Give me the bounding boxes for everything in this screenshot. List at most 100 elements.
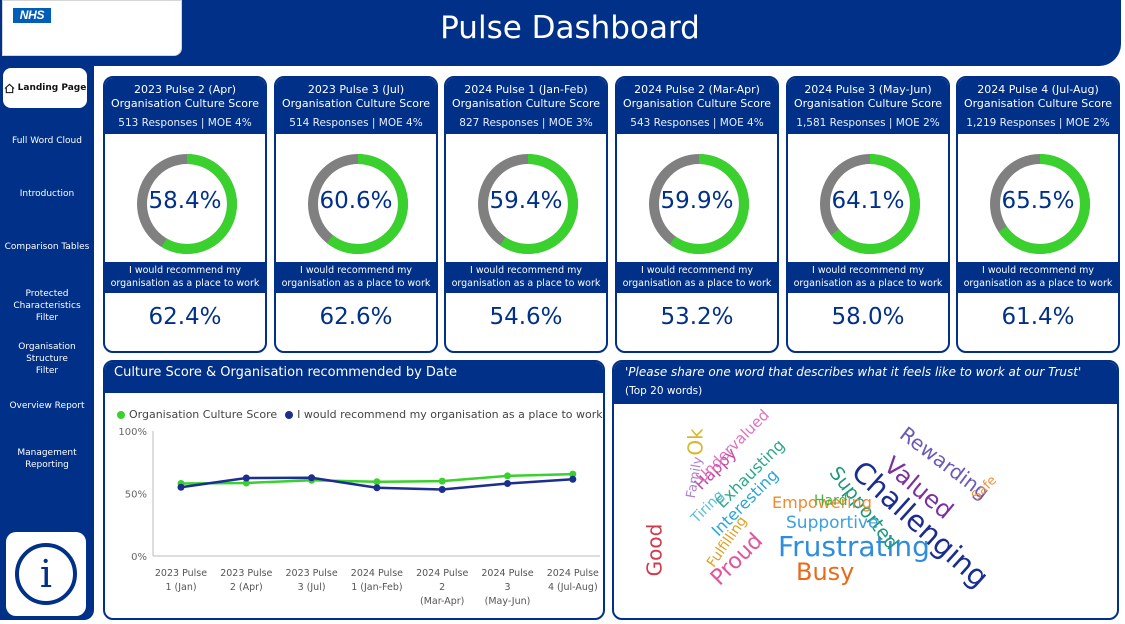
card-subtitle: Organisation Culture Score bbox=[110, 97, 260, 110]
recommend-label: I would recommend my organisation as a p… bbox=[446, 262, 606, 293]
data-point bbox=[242, 474, 250, 482]
culture-score-value: 64.1% bbox=[831, 188, 905, 214]
sidebar-item-introduction[interactable]: Introduction bbox=[19, 189, 75, 199]
card-header: 2024 Pulse 3 (May-Jun) Organisation Cultu… bbox=[788, 78, 948, 134]
sidebar-item-management-reporting[interactable]: Management Reporting bbox=[17, 448, 77, 470]
data-point bbox=[438, 477, 446, 485]
card-title: 2023 Pulse 3 (Jul) bbox=[307, 83, 405, 96]
x-tick-label: 3 (Jul) bbox=[298, 582, 326, 593]
line-chart-title: Culture Score & Organisation recommended… bbox=[105, 362, 603, 393]
x-tick-label: (Mar-Apr) bbox=[420, 596, 464, 607]
x-tick-label: 4 (Jul-Aug) bbox=[548, 582, 598, 593]
card-header: 2023 Pulse 3 (Jul) Organisation Culture S… bbox=[276, 78, 436, 134]
sidebar-item-landing-page[interactable]: Landing Page bbox=[3, 68, 87, 108]
x-tick-label: 1 (Jan-Feb) bbox=[351, 582, 402, 593]
word-cloud-word: Hard bbox=[814, 493, 848, 509]
culture-score-value: 65.5% bbox=[1001, 188, 1075, 214]
culture-score-donut bbox=[649, 154, 749, 254]
kpi-card: 2024 Pulse 3 (May-Jun) Organisation Cultu… bbox=[786, 76, 950, 353]
kpi-card: 2024 Pulse 1 (Jan-Feb) Organisation Cultu… bbox=[444, 76, 608, 353]
recommend-label: I would recommend my organisation as a p… bbox=[105, 262, 265, 293]
data-point bbox=[373, 484, 381, 492]
x-tick-label: 3 bbox=[504, 582, 510, 593]
card-subtitle: Organisation Culture Score bbox=[963, 97, 1113, 110]
culture-score-value: 58.4% bbox=[148, 188, 222, 214]
info-button[interactable]: i bbox=[6, 532, 86, 616]
recommend-value: 62.4% bbox=[148, 304, 222, 330]
sidebar: Landing Page Full Word Cloud Introductio… bbox=[0, 66, 94, 620]
recommend-label: I would recommend my organisation as a p… bbox=[276, 262, 436, 293]
sidebar-item-overview-report[interactable]: Overview Report bbox=[9, 401, 85, 411]
card-header: 2023 Pulse 2 (Apr) Organisation Culture S… bbox=[105, 78, 265, 134]
culture-score-donut bbox=[820, 154, 920, 254]
word-cloud-question: 'Please share one word that describes wh… bbox=[625, 365, 1082, 379]
donut-fill bbox=[478, 154, 578, 254]
sidebar-item-comparison-tables[interactable]: Comparison Tables bbox=[4, 242, 90, 252]
x-tick-label: 2 bbox=[439, 582, 445, 593]
recommend-label: I would recommend my organisation as a p… bbox=[958, 262, 1118, 293]
legend-label-culture: Organisation Culture Score bbox=[129, 408, 278, 421]
x-tick-label: 2023 Pulse bbox=[220, 568, 272, 579]
logo-panel: NHS bbox=[2, 0, 182, 56]
page-title: Pulse Dashboard bbox=[440, 10, 700, 46]
word-cloud-word: Frustrating bbox=[778, 530, 930, 563]
culture-score-value: 59.4% bbox=[489, 188, 563, 214]
word-cloud-word: Good bbox=[642, 523, 667, 577]
recommend-label: I would recommend my organisation as a p… bbox=[788, 262, 948, 293]
data-point bbox=[504, 472, 511, 480]
word-cloud-header: 'Please share one word that describes wh… bbox=[614, 362, 1117, 404]
card-responses: 513 Responses | MOE 4% bbox=[118, 117, 252, 129]
card-header: 2024 Pulse 4 (Jul-Aug) Organisation Cultu… bbox=[958, 78, 1118, 134]
data-point bbox=[373, 478, 381, 486]
word-cloud-word: Supportive bbox=[786, 513, 879, 533]
card-subtitle: Organisation Culture Score bbox=[622, 97, 772, 110]
recommend-value: 62.6% bbox=[319, 304, 393, 330]
word-cloud-panel: 'Please share one word that describes wh… bbox=[612, 360, 1119, 620]
word-cloud-word: Empowering bbox=[772, 493, 872, 512]
kpi-card: 2024 Pulse 4 (Jul-Aug) Organisation Cultu… bbox=[956, 76, 1120, 353]
info-icon: i bbox=[15, 543, 77, 605]
data-point bbox=[308, 474, 316, 482]
card-title: 2023 Pulse 2 (Apr) bbox=[133, 83, 237, 96]
recommend-label: I would recommend my organisation as a p… bbox=[617, 262, 777, 293]
home-icon bbox=[4, 83, 15, 93]
nhs-logo: NHS bbox=[13, 8, 51, 23]
sidebar-item-protected-characteristics-filter[interactable]: Protected Characteristics Filter bbox=[13, 289, 81, 323]
word-cloud-subtitle: (Top 20 words) bbox=[625, 385, 703, 397]
card-subtitle: Organisation Culture Score bbox=[281, 97, 431, 110]
x-tick-label: 2024 Pulse bbox=[351, 568, 403, 579]
header-bar: Pulse Dashboard bbox=[0, 0, 1121, 66]
culture-score-donut bbox=[308, 154, 408, 254]
recommend-value: 53.2% bbox=[660, 304, 734, 330]
sidebar-item-full-word-cloud[interactable]: Full Word Cloud bbox=[12, 136, 82, 146]
card-title: 2024 Pulse 2 (Mar-Apr) bbox=[634, 83, 760, 96]
culture-score-value: 60.6% bbox=[319, 188, 393, 214]
line-chart: 100% 50% 0% 2023 Pulse 1 (Jan) 2023 Pulse 2 (A… bbox=[118, 428, 600, 607]
recommend-value: 58.0% bbox=[831, 304, 905, 330]
card-responses: 514 Responses | MOE 4% bbox=[289, 117, 423, 129]
y-tick-label: 0% bbox=[131, 552, 147, 563]
data-point bbox=[242, 479, 250, 487]
data-point bbox=[438, 486, 446, 493]
chart-legend: Organisation Culture Score I would recom… bbox=[117, 408, 603, 421]
x-tick-label: 2023 Pulse bbox=[285, 568, 337, 579]
sidebar-item-organisation-structure-filter[interactable]: Organisation Structure Filter bbox=[18, 342, 76, 376]
x-tick-label: 2024 Pulse bbox=[416, 568, 468, 579]
word-cloud-word: Family bbox=[683, 455, 706, 500]
word-cloud-word: Busy bbox=[796, 558, 855, 586]
donut-fill bbox=[820, 154, 920, 254]
word-cloud: Frustrating Challenging Busy Valued Supporte… bbox=[614, 404, 1117, 618]
legend-label-recommend: I would recommend my organisation as a p… bbox=[297, 408, 603, 421]
line-chart-panel: Culture Score & Organisation recommended… bbox=[103, 360, 605, 620]
x-tick-label: (May-Jun) bbox=[485, 596, 531, 607]
x-tick-label: 1 (Jan) bbox=[165, 582, 196, 593]
card-subtitle: Organisation Culture Score bbox=[793, 97, 943, 110]
legend-dot-culture bbox=[117, 410, 125, 419]
donut-fill bbox=[137, 154, 237, 254]
kpi-card: 2023 Pulse 3 (Jul) Organisation Culture S… bbox=[274, 76, 438, 353]
card-subtitle: Organisation Culture Score bbox=[451, 97, 601, 110]
card-header: 2024 Pulse 2 (Mar-Apr) Organisation Cultu… bbox=[617, 78, 777, 134]
donut-fill bbox=[649, 154, 749, 254]
card-responses: 827 Responses | MOE 3% bbox=[459, 117, 593, 129]
data-point bbox=[569, 470, 577, 478]
